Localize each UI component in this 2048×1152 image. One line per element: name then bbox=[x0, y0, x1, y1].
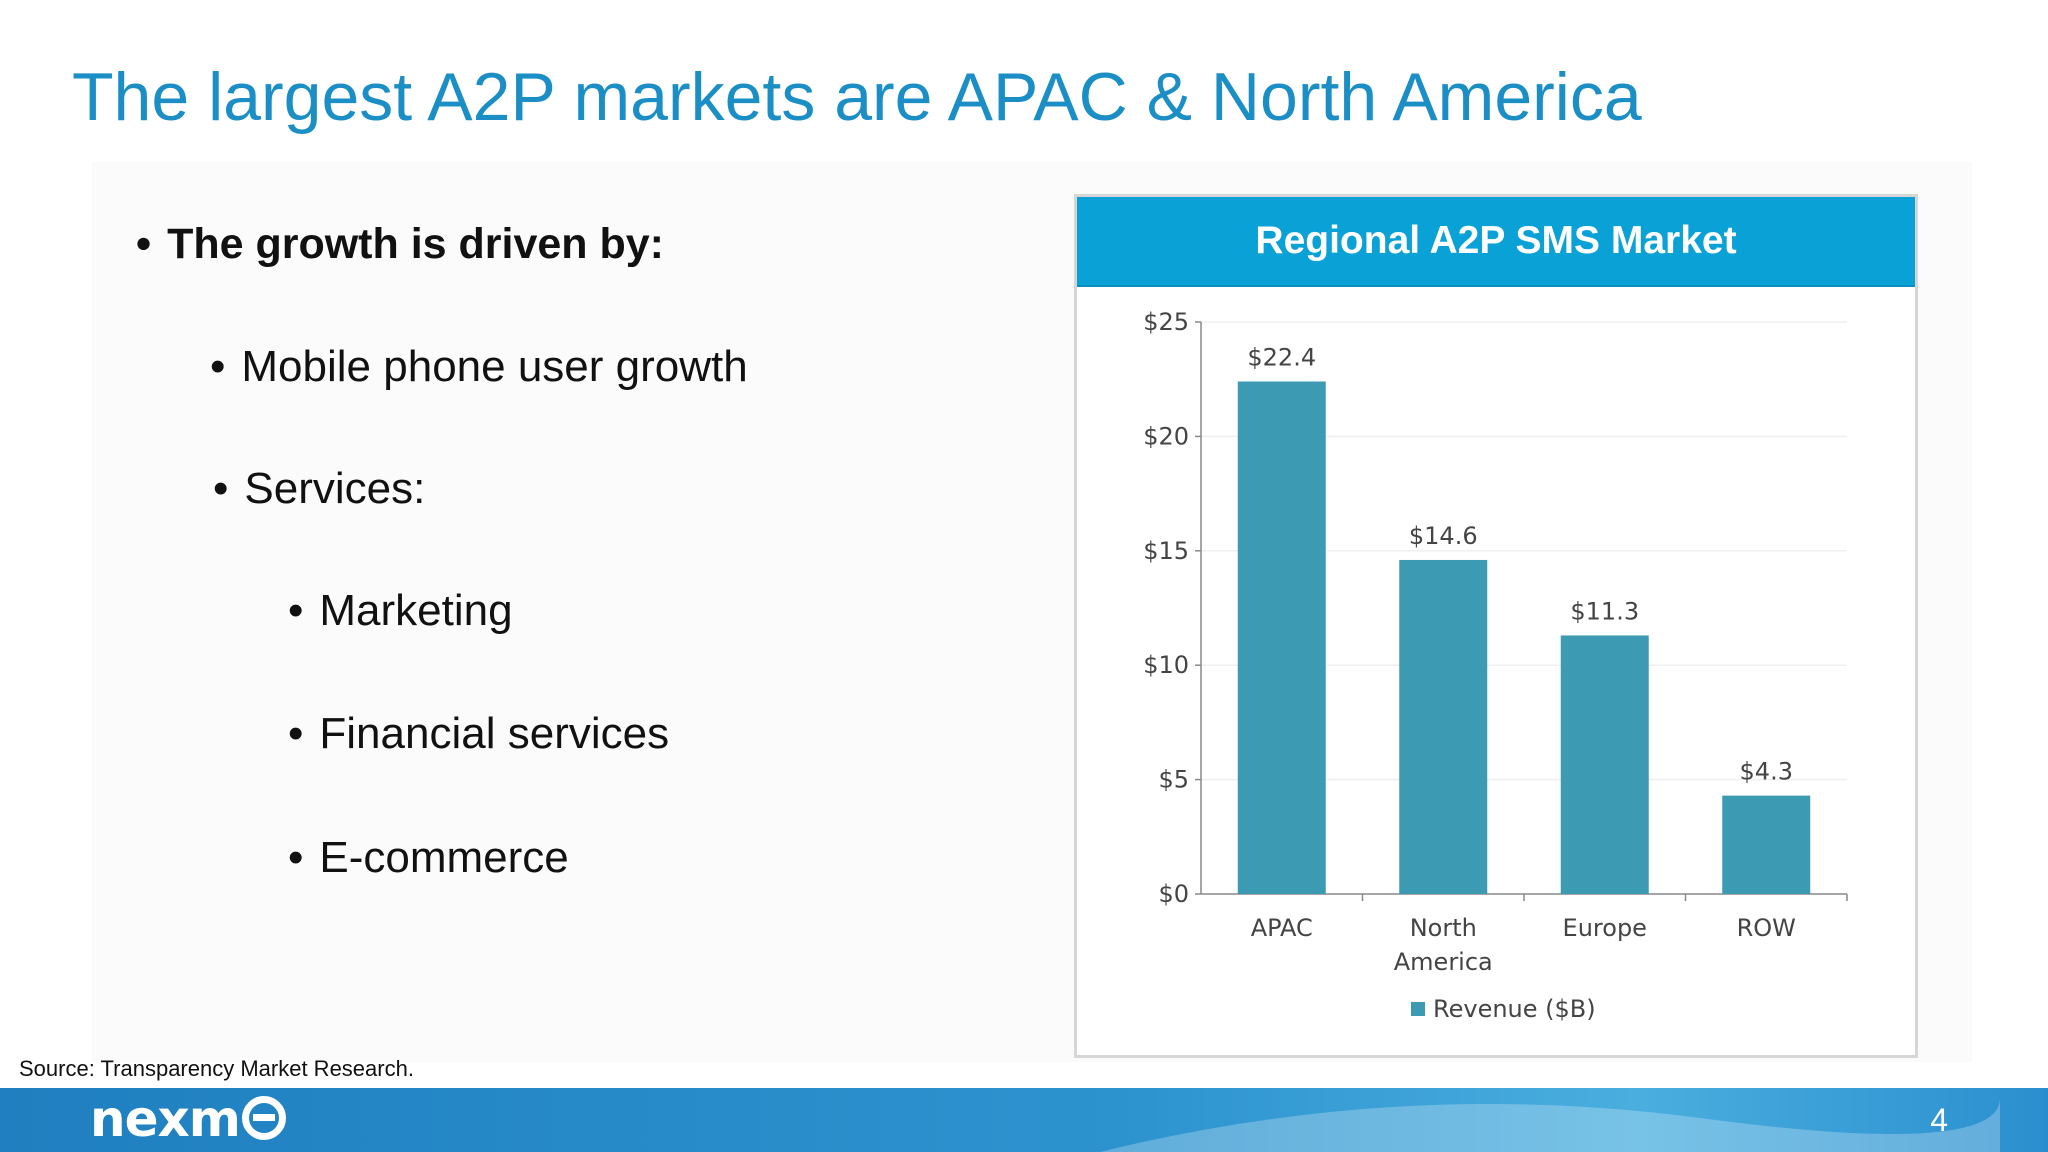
bullet-text: Financial services bbox=[319, 709, 669, 758]
bar bbox=[1561, 635, 1649, 894]
bullet-text: Services: bbox=[244, 464, 425, 513]
chart-card: Regional A2P SMS Market $0 $5 $10 $15 $20 $25… bbox=[1074, 194, 1918, 1058]
logo-text: nexm bbox=[90, 1090, 240, 1148]
bullet-item: • Marketing bbox=[288, 586, 513, 636]
nexmo-logo: nexm bbox=[90, 1090, 286, 1148]
bullet-item: • The growth is driven by: bbox=[136, 220, 664, 269]
data-label: $22.4 bbox=[1247, 343, 1316, 371]
bullet-text: E-commerce bbox=[319, 833, 568, 882]
bullet-item: • Services: bbox=[213, 464, 425, 514]
footer-bar: nexm 4 bbox=[0, 1088, 2048, 1152]
bullet-item: • Financial services bbox=[288, 709, 669, 759]
bullet-dot: • bbox=[210, 342, 225, 392]
bar-chart: $0 $5 $10 $15 $20 $25 $22.4 APAC $14.6 North Ameri… bbox=[1077, 197, 1915, 1055]
x-tick-label: APAC bbox=[1251, 914, 1313, 942]
bullet-dot: • bbox=[288, 586, 303, 636]
footer-wave-decoration bbox=[1100, 1088, 2000, 1152]
bullet-item: • Mobile phone user growth bbox=[210, 342, 748, 392]
data-label: $11.3 bbox=[1570, 597, 1639, 625]
y-tick-label: $5 bbox=[1158, 766, 1189, 794]
y-tick-label: $15 bbox=[1143, 537, 1189, 565]
logo-o-icon bbox=[242, 1096, 286, 1140]
bullet-dot: • bbox=[288, 709, 303, 759]
y-tick-label: $10 bbox=[1143, 651, 1189, 679]
legend-label: Revenue ($B) bbox=[1433, 995, 1596, 1023]
y-tick-label: $0 bbox=[1158, 880, 1189, 908]
bar bbox=[1399, 560, 1487, 894]
data-label: $14.6 bbox=[1409, 522, 1478, 550]
x-tick-label: North bbox=[1410, 914, 1477, 942]
bullet-dot: • bbox=[136, 220, 151, 269]
bullet-dot: • bbox=[288, 833, 303, 883]
page-number: 4 bbox=[1930, 1102, 1948, 1139]
x-tick-label: Europe bbox=[1563, 914, 1647, 942]
data-label: $4.3 bbox=[1740, 758, 1793, 786]
y-tick-label: $20 bbox=[1143, 422, 1189, 450]
source-note: Source: Transparency Market Research. bbox=[19, 1056, 414, 1082]
legend-swatch bbox=[1411, 1002, 1425, 1016]
bar bbox=[1238, 381, 1326, 894]
bullet-dot: • bbox=[213, 464, 228, 514]
bullet-item: • E-commerce bbox=[288, 833, 569, 883]
y-tick-label: $25 bbox=[1143, 308, 1189, 336]
slide-title: The largest A2P markets are APAC & North… bbox=[72, 58, 1642, 136]
x-tick-label: ROW bbox=[1737, 914, 1796, 942]
x-tick-label: America bbox=[1394, 948, 1493, 976]
bar bbox=[1722, 796, 1810, 894]
bullet-text: Marketing bbox=[319, 586, 512, 635]
bullet-text: Mobile phone user growth bbox=[241, 342, 747, 391]
bullet-text: The growth is driven by: bbox=[167, 220, 664, 268]
